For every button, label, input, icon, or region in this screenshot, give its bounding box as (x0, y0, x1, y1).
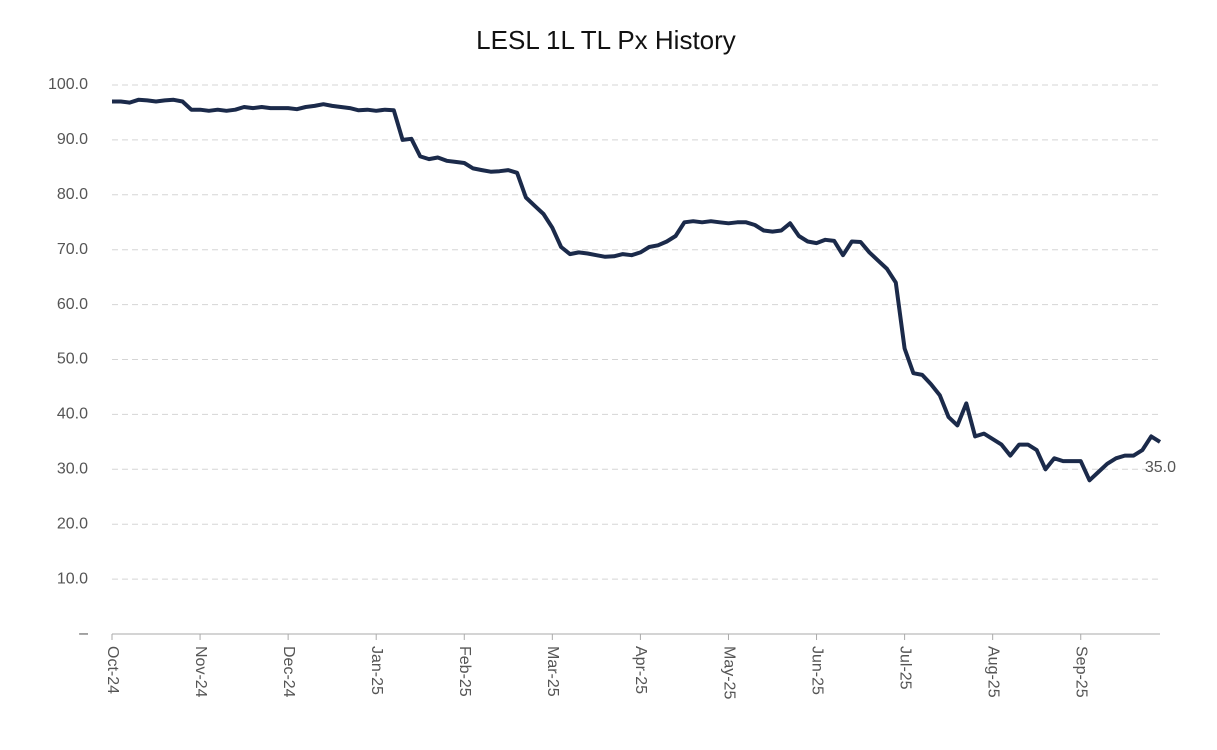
x-tick-label: Jul-25 (896, 646, 913, 690)
x-tick-label: Oct-24 (104, 646, 121, 694)
y-tick-label: 50.0 (57, 351, 88, 368)
x-tick-label: Jun-25 (808, 646, 825, 695)
x-tick-label: Apr-25 (632, 646, 649, 694)
x-tick-label: Jan-25 (368, 646, 385, 695)
x-tick-label: Feb-25 (456, 646, 473, 697)
x-tick-label: Nov-24 (192, 646, 209, 698)
data-label: 35.0 (1145, 459, 1176, 476)
x-tick-label: Aug-25 (984, 646, 1001, 698)
chart-title: LESL 1L TL Px History (476, 25, 736, 55)
y-tick-label: 70.0 (57, 241, 88, 258)
x-tick-label: Sep-25 (1073, 646, 1090, 698)
x-tick-label: May-25 (720, 646, 737, 699)
y-tick-label: 10.0 (57, 570, 88, 587)
y-tick-label: 80.0 (57, 186, 88, 203)
x-tick-label: Dec-24 (280, 646, 297, 698)
y-tick-label: 90.0 (57, 131, 88, 148)
y-tick-label: 30.0 (57, 461, 88, 478)
y-tick-label: 100.0 (48, 76, 88, 93)
y-tick-label: 60.0 (57, 296, 88, 313)
y-tick-label: – (79, 625, 88, 642)
price-line (112, 97, 1162, 483)
y-tick-label: 40.0 (57, 406, 88, 423)
y-tick-label: 20.0 (57, 515, 88, 532)
x-tick-label: Mar-25 (544, 646, 561, 697)
